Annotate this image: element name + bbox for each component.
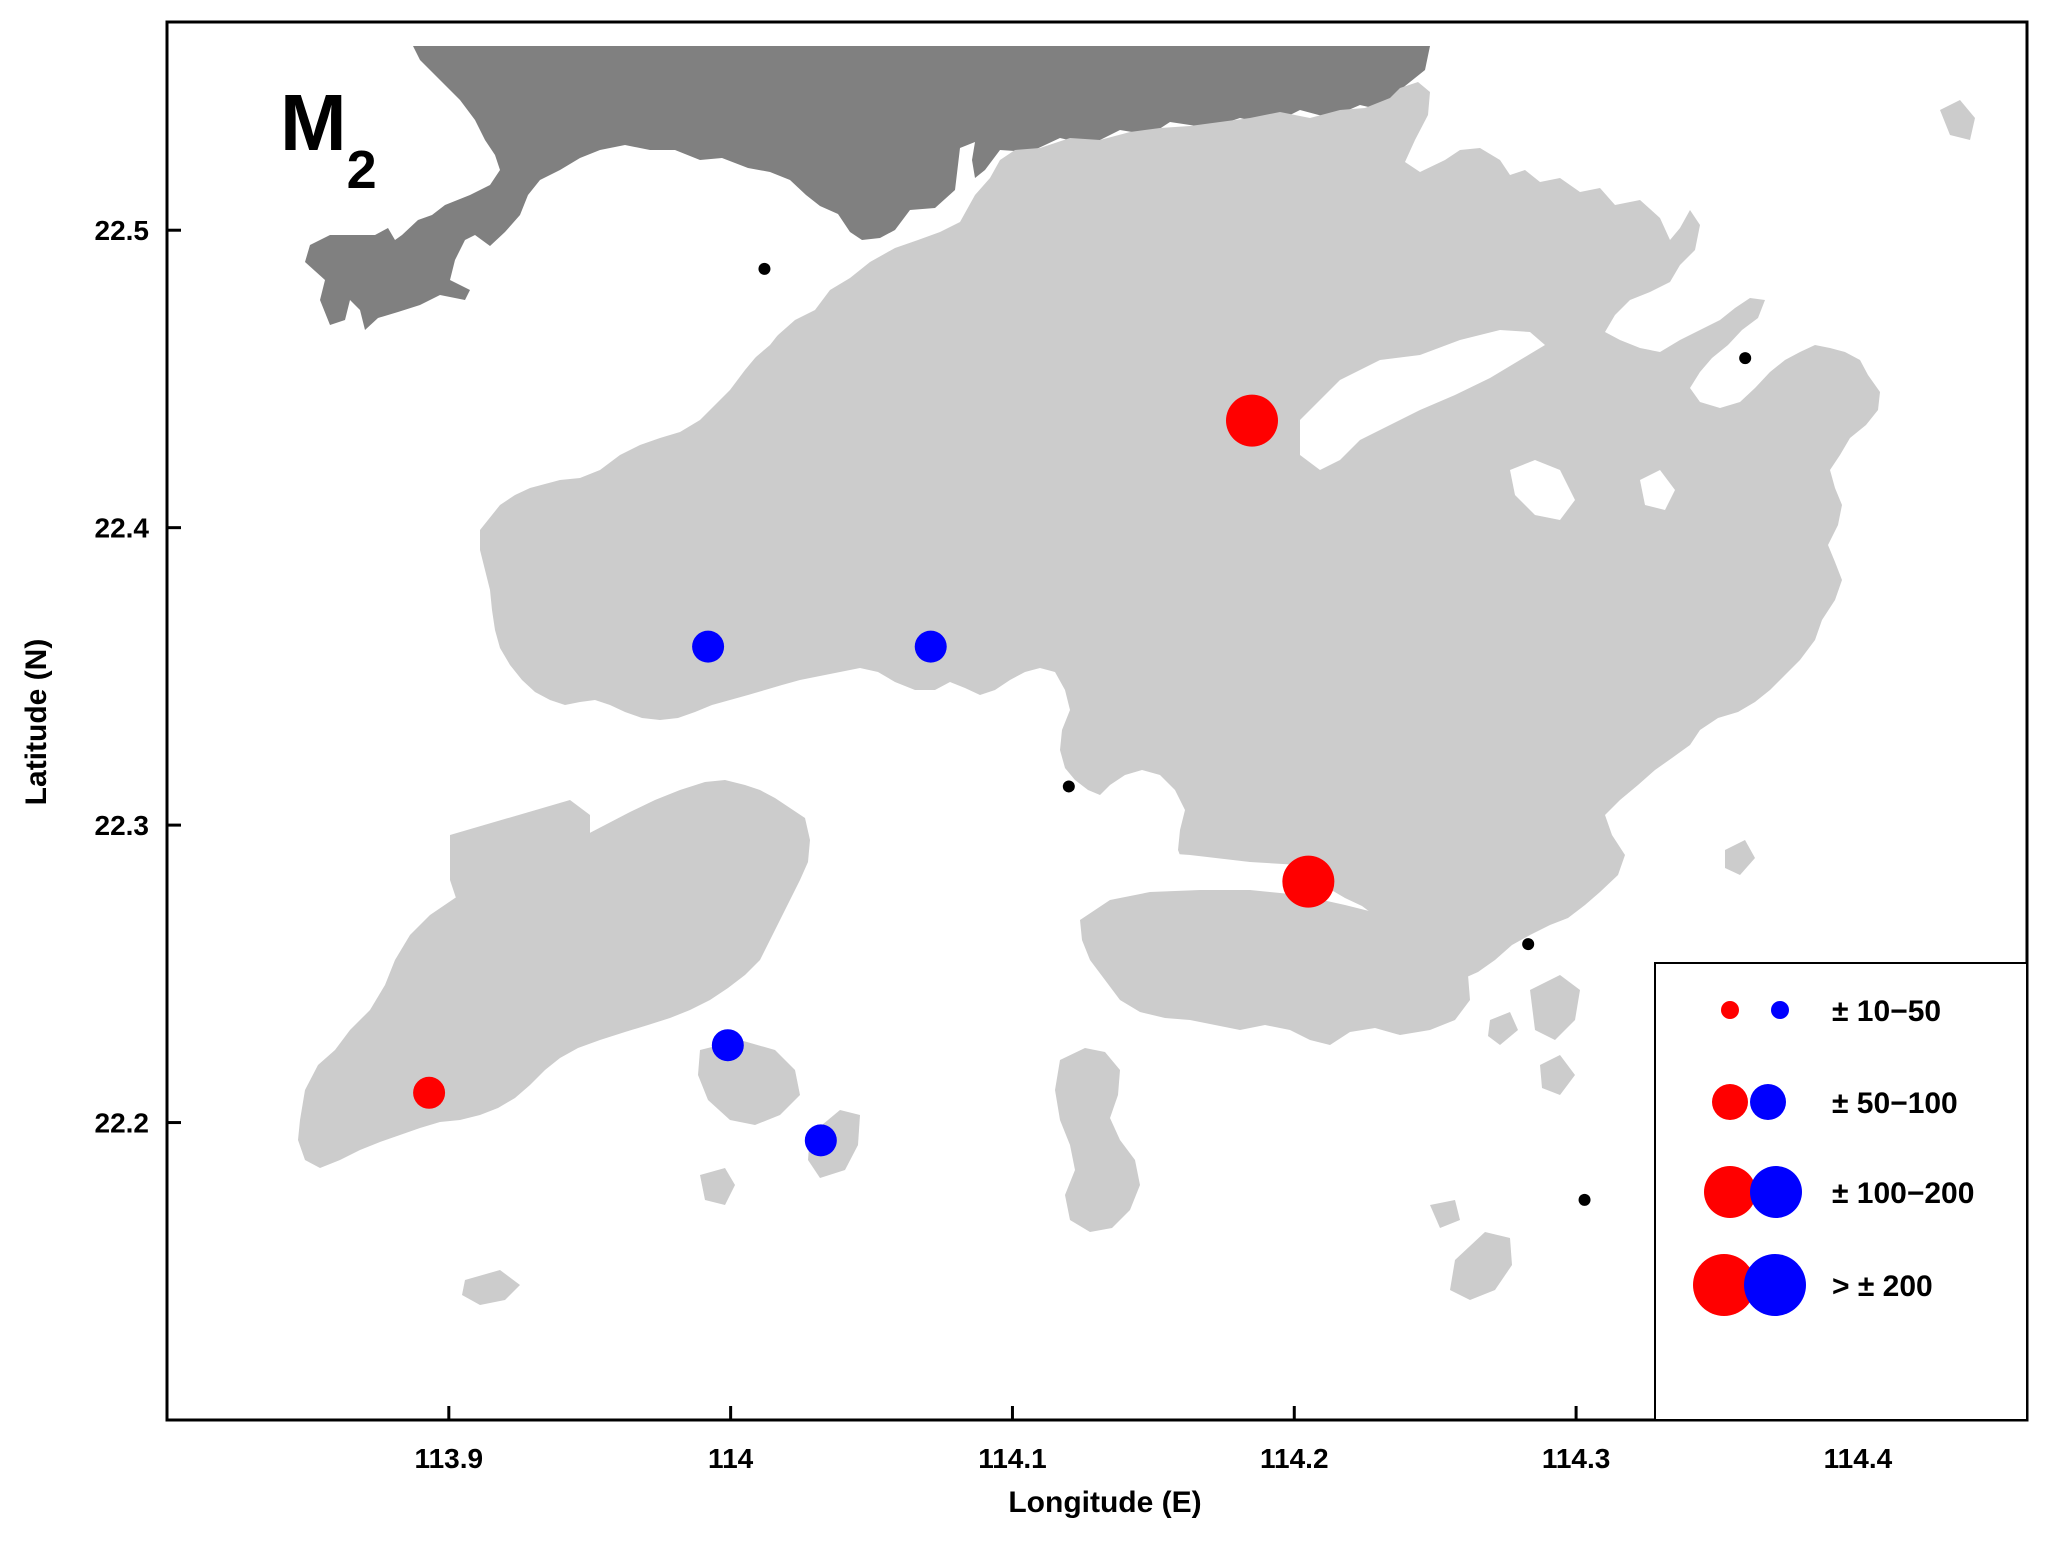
legend-blue-marker	[1750, 1084, 1786, 1120]
station-point	[1578, 1193, 1591, 1206]
x-tick-label: 114.3	[1542, 1443, 1611, 1474]
red-amplitude-marker	[1282, 855, 1335, 908]
sai-kung-island-2-land	[1540, 1055, 1575, 1095]
x-tick-label: 114.2	[1260, 1443, 1329, 1474]
legend-label: > ± 200	[1832, 1270, 1933, 1303]
airport-island-land	[450, 800, 590, 910]
legend-label: ± 50−100	[1832, 1087, 1958, 1120]
tai-tam-water	[1640, 470, 1675, 510]
peng-chau-island-land	[698, 1040, 800, 1125]
southeast-island-land	[1450, 1232, 1512, 1300]
port-shelter-water	[1510, 460, 1575, 520]
y-tick-label: 22.2	[95, 1108, 150, 1139]
tung-lung-island-land	[1488, 1012, 1518, 1045]
station-point	[1522, 938, 1535, 951]
legend-label: ± 100−200	[1832, 1177, 1974, 1210]
soko-island-land	[462, 1270, 520, 1305]
panel-title: M2	[280, 78, 377, 200]
x-tick-label: 114.1	[978, 1443, 1047, 1474]
legend-blue-marker	[1771, 1001, 1789, 1019]
legend-red-marker	[1704, 1166, 1756, 1218]
y-tick-label: 22.4	[95, 513, 150, 544]
station-point	[1739, 352, 1752, 365]
mainland-china-land	[305, 46, 1430, 330]
deep-bay-creek-water	[740, 290, 800, 362]
legend-label: ± 10−50	[1832, 995, 1941, 1028]
lantau-island-land	[298, 780, 810, 1168]
legend-blue-marker	[1744, 1254, 1806, 1316]
legend-red-marker	[1712, 1084, 1748, 1120]
y-axis-ticks: 22.5 22.4 22.3 22.2	[95, 215, 181, 1139]
legend-red-marker	[1693, 1254, 1755, 1316]
legend: ± 10−50 ± 50−100 ± 100−200 > ± 200	[1693, 995, 1974, 1316]
tolo-harbour-water	[1300, 330, 1545, 470]
station-point	[1062, 780, 1075, 793]
x-axis-ticks: 113.9 114 114.1 114.2 114.3 114.4	[415, 1406, 1893, 1474]
y-tick-label: 22.3	[95, 810, 150, 841]
x-tick-label: 114.4	[1824, 1443, 1893, 1474]
panel-title-main: M	[280, 78, 347, 167]
mirs-bay-island-land	[1725, 840, 1755, 875]
x-tick-label: 114	[708, 1443, 754, 1474]
northeast-island-land	[1940, 100, 1975, 140]
red-amplitude-marker	[1226, 394, 1278, 447]
station-markers	[413, 262, 1752, 1206]
legend-red-marker	[1721, 1001, 1739, 1019]
blue-amplitude-marker	[914, 630, 947, 663]
southeast-islet-land	[1430, 1200, 1460, 1228]
y-axis-label: Latitude (N)	[20, 639, 53, 806]
x-tick-label: 113.9	[415, 1443, 484, 1474]
red-amplitude-marker	[413, 1076, 446, 1109]
blue-amplitude-marker	[711, 1029, 744, 1062]
hong-kong-new-territories-land	[480, 82, 1880, 980]
sai-kung-island-land	[1530, 975, 1580, 1040]
x-axis-label: Longitude (E)	[1008, 1486, 1201, 1519]
small-island-land	[700, 1168, 735, 1205]
victoria-harbour-water	[1060, 850, 1300, 885]
blue-amplitude-marker	[804, 1124, 837, 1157]
lamma-island-land	[1055, 1048, 1140, 1232]
y-tick-label: 22.5	[95, 215, 150, 246]
panel-title-subscript: 2	[347, 140, 377, 200]
hong-kong-island-land	[1080, 890, 1470, 1045]
blue-amplitude-marker	[692, 630, 725, 663]
legend-blue-marker	[1750, 1166, 1802, 1218]
station-point	[758, 262, 771, 275]
plot-frame	[165, 20, 2029, 1422]
